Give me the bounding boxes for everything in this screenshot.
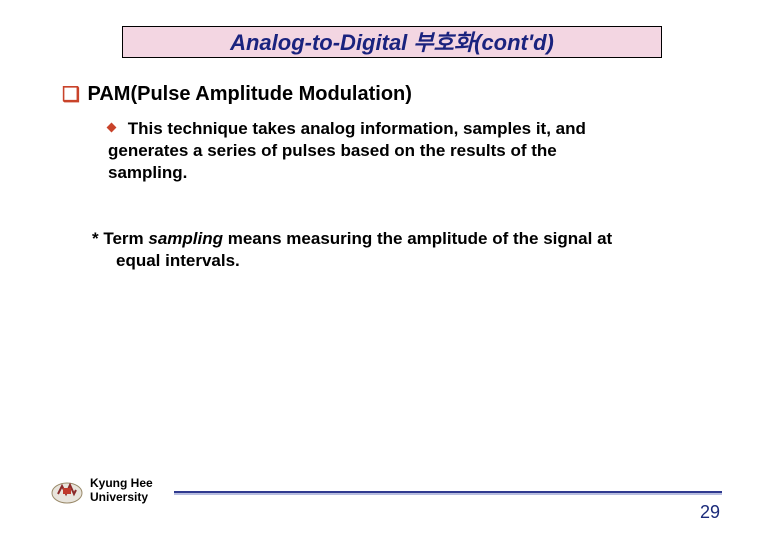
note-line-2: equal intervals. xyxy=(116,251,240,270)
page-number: 29 xyxy=(700,502,720,523)
square-bullet-icon: ❑ xyxy=(62,82,80,107)
footer-label-line-2: University xyxy=(90,490,148,504)
footer-divider xyxy=(174,491,722,495)
note-prefix: * Term xyxy=(92,229,148,248)
slide: Analog-to-Digital 부호화(cont'd) ❑ PAM(Puls… xyxy=(0,0,780,540)
diamond-bullet-icon xyxy=(107,123,117,133)
note-mid: means measuring the amplitude of the sig… xyxy=(223,229,612,248)
footer-university-label: Kyung Hee University xyxy=(90,476,153,504)
bullet-line-3: sampling. xyxy=(108,163,187,182)
note-block: * Term sampling means measuring the ampl… xyxy=(92,228,612,272)
crest-icon xyxy=(50,476,84,504)
slide-title: Analog-to-Digital 부호화(cont'd) xyxy=(230,30,554,55)
university-logo xyxy=(50,476,84,504)
bullet-item: This technique takes analog information,… xyxy=(108,118,586,184)
footer-label-line-1: Kyung Hee xyxy=(90,476,153,490)
bullet-line-2: generates a series of pulses based on th… xyxy=(108,141,557,160)
bullet-line-1: This technique takes analog information,… xyxy=(128,119,586,138)
section-heading: ❑ PAM(Pulse Amplitude Modulation) xyxy=(62,82,412,107)
note-emph: sampling xyxy=(148,229,223,248)
section-heading-text: PAM(Pulse Amplitude Modulation) xyxy=(88,83,412,105)
title-bar: Analog-to-Digital 부호화(cont'd) xyxy=(122,26,662,58)
